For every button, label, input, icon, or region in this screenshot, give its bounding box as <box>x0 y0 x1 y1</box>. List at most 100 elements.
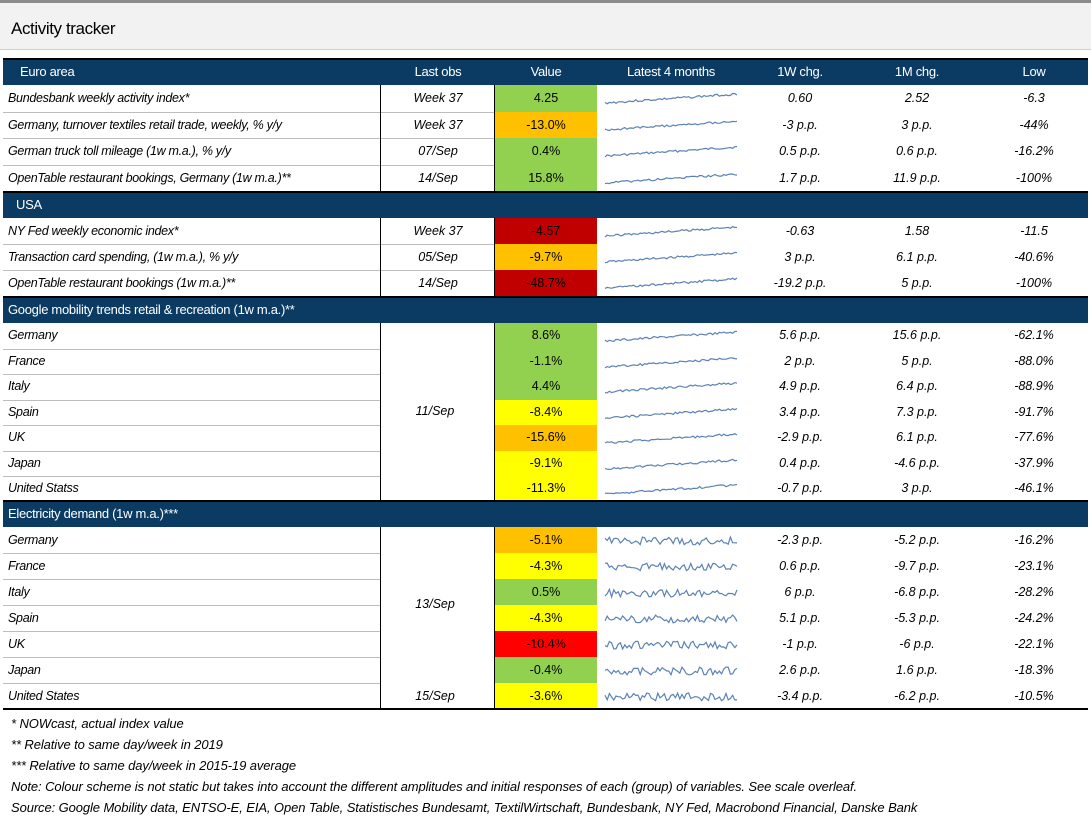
low-value: -11.5 <box>1020 224 1048 238</box>
row-label: German truck toll mileage (1w m.a.), % y… <box>8 144 231 158</box>
divider <box>380 527 381 708</box>
row-divider <box>3 683 380 684</box>
sparkline-path <box>604 433 738 444</box>
row-label: NY Fed weekly economic index* <box>8 224 179 238</box>
sparkline <box>604 381 738 394</box>
table-row: United States -3.6% -3.4 p.p. -6.2 p.p. -10.… <box>3 683 1088 709</box>
col-1w-chg: 1W chg. <box>777 64 823 79</box>
last-obs: 07/Sep <box>418 144 458 158</box>
row-label: Bundesbank weekly activity index* <box>8 91 190 105</box>
divider <box>494 323 495 500</box>
change-1m: 2.52 <box>904 91 930 105</box>
last-obs: Week 37 <box>413 224 463 238</box>
table-row: OpenTable restaurant bookings, Germany (… <box>3 164 1088 191</box>
row-label: Germany <box>8 533 58 547</box>
page-title: Activity tracker <box>11 19 116 38</box>
sparkline-path <box>604 535 738 546</box>
low-value: -77.6% <box>1014 430 1054 444</box>
sparkline <box>605 561 738 572</box>
value-cell: -11.3% <box>495 476 597 502</box>
value-cell: -3.6% <box>495 683 597 709</box>
sparkline-path <box>604 330 738 343</box>
value-cell: -1.1% <box>495 348 597 374</box>
sparkline <box>604 535 738 546</box>
section-usa: USA <box>3 191 1088 218</box>
change-1m: 1.6 p.p. <box>896 663 938 677</box>
change-1m: 6.4 p.p. <box>896 379 938 393</box>
footnote-source: Source: Google Mobility data, ENTSO-E, E… <box>11 800 918 815</box>
last-obs: 14/Sep <box>418 276 458 290</box>
change-1w: -3.4 p.p. <box>777 689 823 703</box>
change-1m: -6 p.p. <box>899 637 935 651</box>
last-obs: 14/Sep <box>418 170 458 185</box>
change-1w: 6 p.p. <box>784 585 816 599</box>
change-1m: -6.2 p.p. <box>894 689 940 703</box>
row-label: UK <box>8 637 25 651</box>
change-1m: 6.1 p.p. <box>896 430 938 444</box>
change-1m: 6.1 p.p. <box>896 250 938 264</box>
row-label: Italy <box>8 585 30 599</box>
low-value: -44% <box>1019 117 1049 132</box>
sparkline <box>604 640 738 651</box>
sparkline <box>604 277 738 289</box>
sparkline <box>604 691 737 702</box>
table-row: Germany 8.6% 5.6 p.p. 15.6 p.p. -62.1% <box>3 323 1088 349</box>
electricity-last-obs: 13/Sep <box>415 597 455 611</box>
sparkline-path <box>604 407 738 419</box>
table-row: France -4.3% 0.6 p.p. -9.7 p.p. -23.1% <box>3 553 1088 579</box>
sparkline-path <box>604 146 738 158</box>
value-cell: -15.6% <box>495 425 597 451</box>
sparkline-path <box>604 225 738 238</box>
row-label: Transaction card spending, (1w m.a.), % … <box>8 250 239 264</box>
sparkline <box>604 146 738 158</box>
table-row: Germany -5.1% -2.3 p.p. -5.2 p.p. -16.2% <box>3 527 1088 553</box>
last-obs: 05/Sep <box>418 250 458 264</box>
low-value: -6.3 <box>1023 91 1045 105</box>
section-google-title: Google mobility trends retail & recreati… <box>8 302 295 317</box>
change-1w: 5.1 p.p. <box>779 611 821 625</box>
change-1w: -2.9 p.p. <box>777 430 823 444</box>
low-value: -37.9% <box>1014 455 1054 470</box>
low-value: -16.2% <box>1014 144 1054 158</box>
row-divider <box>3 164 494 166</box>
value-cell: 0.4% <box>495 138 597 165</box>
sparkline-path <box>604 356 738 368</box>
low-value: -16.2% <box>1014 533 1054 547</box>
divider <box>494 527 495 708</box>
row-label: Germany <box>8 328 58 342</box>
value-cell: 4.4% <box>495 374 597 400</box>
change-1m: 11.9 p.p. <box>893 170 941 185</box>
change-1w: 2 p.p. <box>784 353 816 368</box>
low-value: -100% <box>1015 170 1053 185</box>
change-1w: 4.9 p.p. <box>779 379 821 393</box>
sparkline-path <box>604 458 738 470</box>
row-divider <box>3 553 380 554</box>
sparkline-path <box>604 251 738 264</box>
table-row: Italy 4.4% 4.9 p.p. 6.4 p.p. -88.9% <box>3 374 1088 400</box>
sparkline <box>604 120 738 131</box>
change-1m: 1.58 <box>904 224 930 238</box>
change-1m: -9.7 p.p. <box>894 559 940 573</box>
row-divider <box>3 138 494 139</box>
change-1w: -1 p.p. <box>782 637 818 651</box>
table-row: Bundesbank weekly activity index* Week 37… <box>3 85 1088 112</box>
divider <box>380 323 381 500</box>
table-row: United Statss -11.3% -0.7 p.p. 3 p.p. -46.1% <box>3 476 1088 502</box>
row-label: Japan <box>8 663 41 677</box>
table-row: Spain -4.3% 5.1 p.p. -5.3 p.p. -24.2% <box>3 605 1088 631</box>
sparkline-path <box>604 587 738 599</box>
row-divider <box>3 450 380 452</box>
low-value: -22.1% <box>1014 637 1054 651</box>
low-value: -100% <box>1015 276 1053 290</box>
change-1w: 3 p.p. <box>784 250 816 264</box>
row-divider <box>3 111 494 113</box>
top-rule <box>0 0 1091 3</box>
row-label: Italy <box>8 379 30 393</box>
low-value: -10.5% <box>1014 689 1054 703</box>
sparkline-path <box>604 665 738 677</box>
change-1w: -3 p.p. <box>782 117 818 132</box>
sparkline <box>604 356 738 368</box>
value-cell: -0.4% <box>495 657 597 683</box>
section-electricity-title: Electricity demand (1w m.a.)*** <box>8 506 178 521</box>
low-value: -24.2% <box>1014 611 1054 625</box>
